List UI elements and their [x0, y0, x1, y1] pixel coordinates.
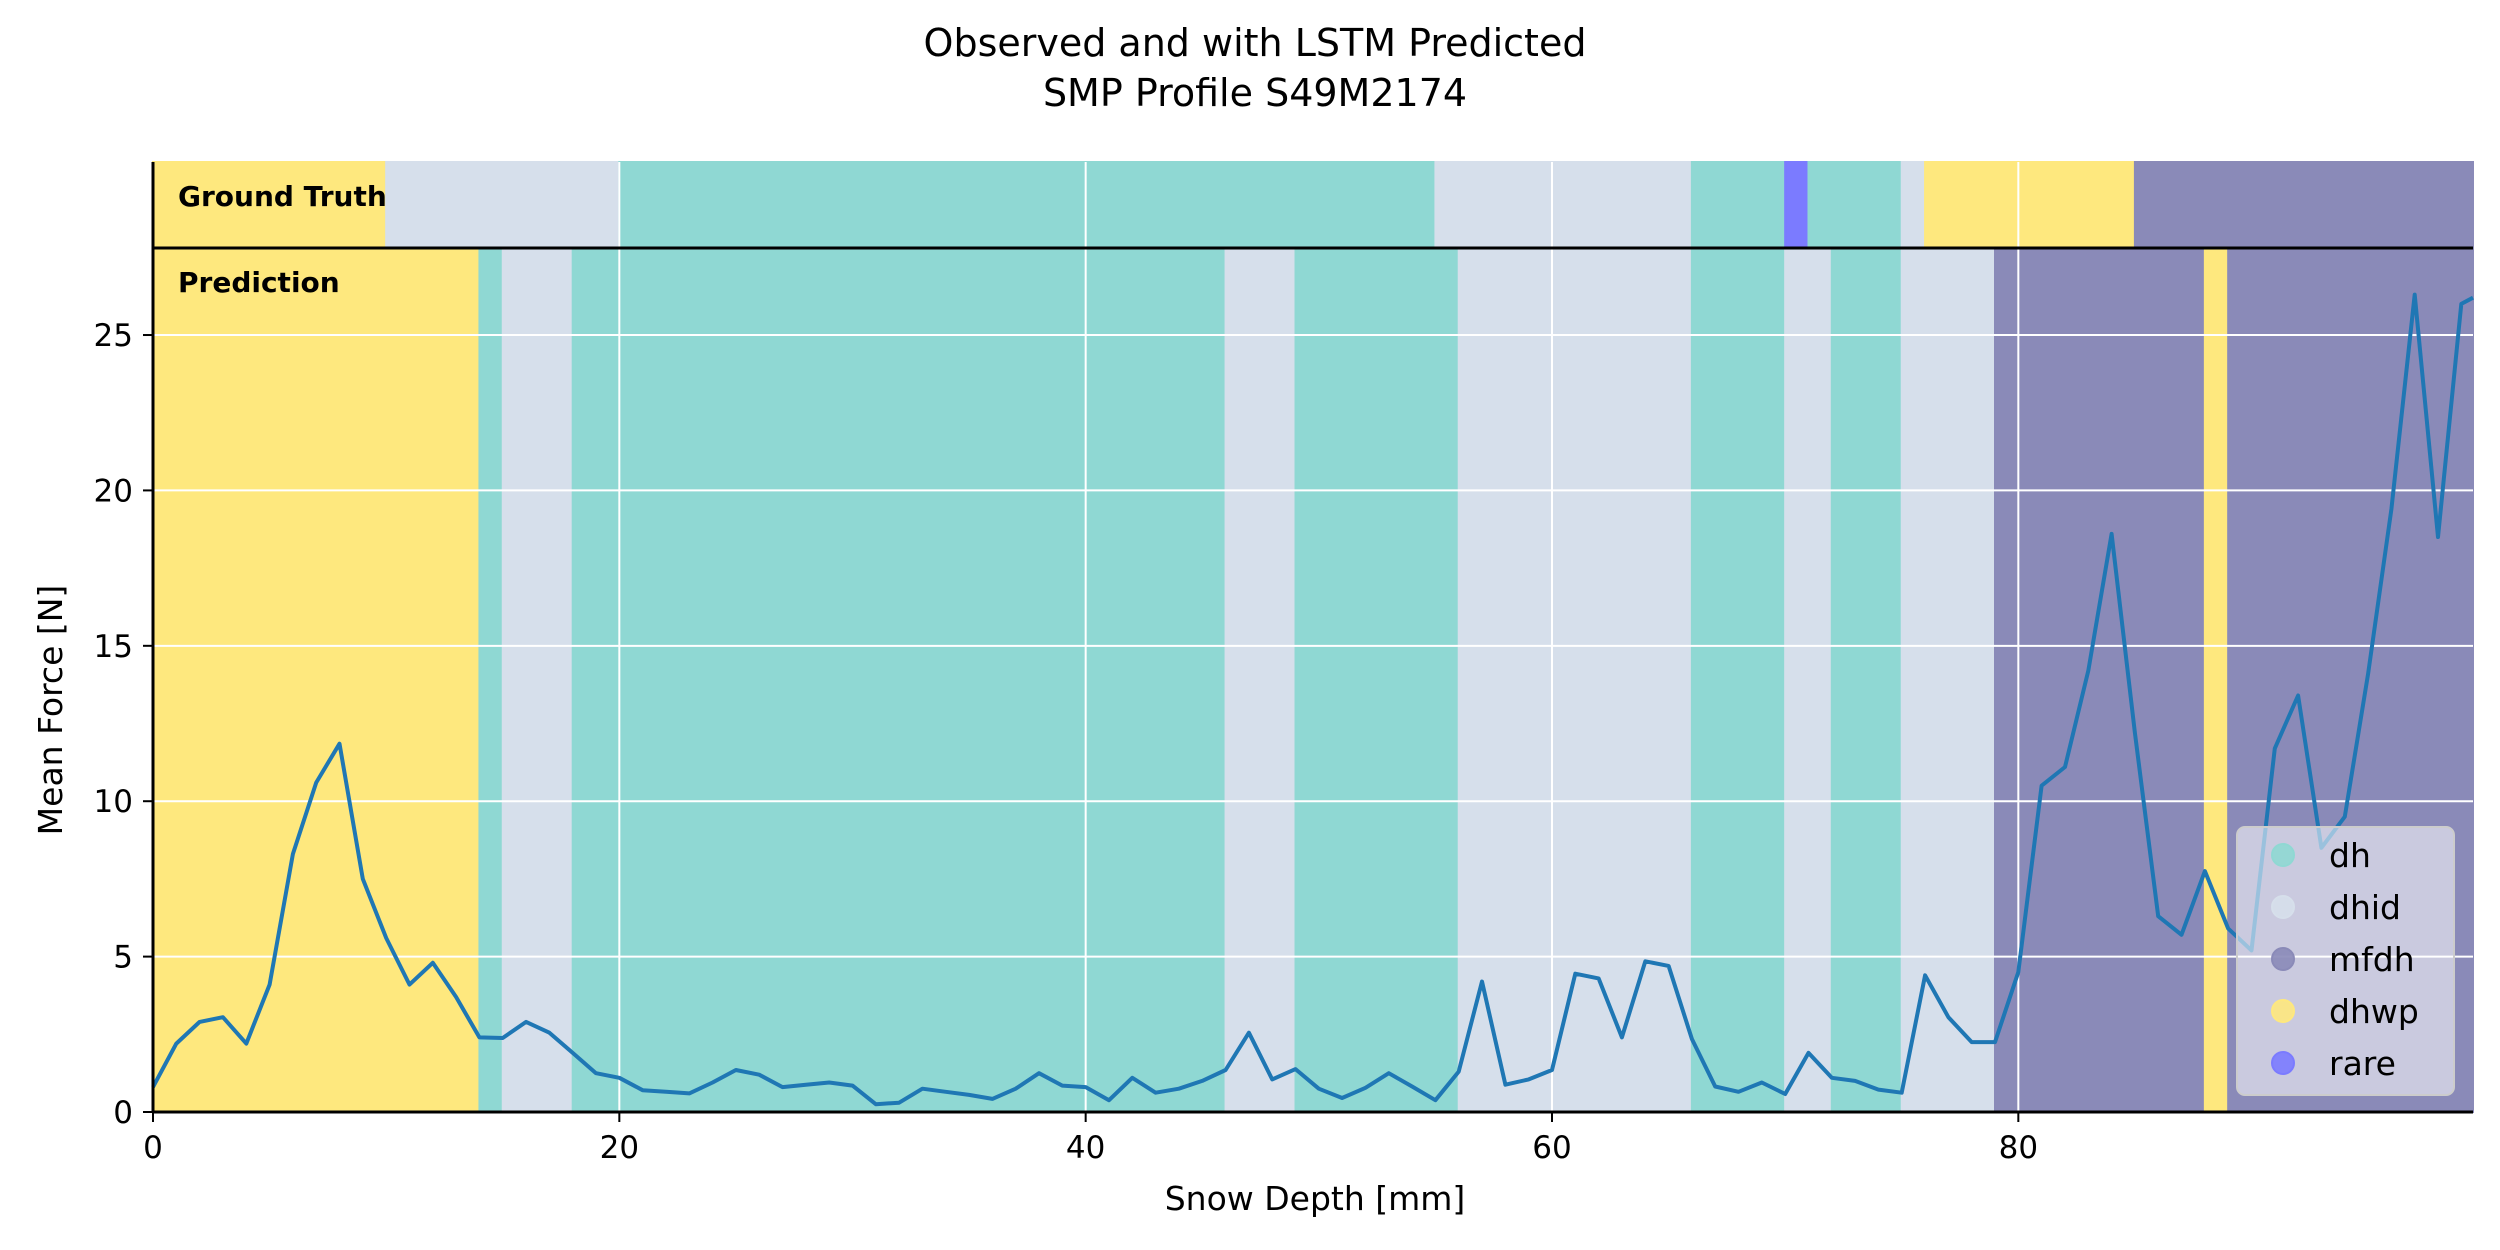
legend-marker-rare [2271, 1051, 2295, 1075]
legend-marker-dhwp [2271, 999, 2295, 1023]
prediction-segment-dhid [1224, 247, 1297, 1113]
y-tick-label: 10 [94, 784, 133, 820]
prediction-segment-dhid [1784, 247, 1833, 1113]
y-axis-label: Mean Force [N] [31, 585, 70, 836]
legend-label-dh: dh [2329, 836, 2371, 875]
legend-label-rare: rare [2329, 1044, 2396, 1083]
legend-frame [2236, 826, 2455, 1096]
x-tick-label: 40 [1066, 1130, 1105, 1166]
ticks: 0 20 40 60 80 0 5 10 15 20 25 [94, 318, 2039, 1166]
x-tick-label: 0 [143, 1130, 163, 1166]
x-tick-label: 20 [600, 1130, 639, 1166]
y-tick-label: 0 [113, 1095, 133, 1131]
legend-label-mfdh: mfdh [2329, 940, 2415, 979]
ground-truth-segment-dhid [1900, 161, 1927, 249]
ground-truth-segment-dhwp [1924, 161, 2136, 249]
x-tick-label: 60 [1532, 1130, 1571, 1166]
legend-marker-mfdh [2271, 947, 2295, 971]
prediction-segment-dh [478, 247, 504, 1113]
mean-force-line [151, 292, 2474, 1107]
prediction-segment-dh [1690, 247, 1787, 1113]
ground-truth-segment-dh [1807, 161, 1903, 249]
prediction-segment-dhwp [2203, 247, 2230, 1113]
prediction-segment-mfdh [1994, 247, 2206, 1113]
x-axis-label: Snow Depth [mm] [1165, 1179, 1466, 1218]
prediction-segment-dhwp [152, 247, 481, 1113]
legend-label-dhid: dhid [2329, 888, 2401, 927]
ground-truth-segment-dh [1690, 161, 1787, 249]
y-tick-label: 15 [94, 629, 133, 665]
ground-truth-segment-rare [1784, 161, 1810, 249]
legend: dh dhid mfdh dhwp rare [2236, 826, 2455, 1096]
axes [151, 162, 2473, 1114]
prediction-segment-dhid [1900, 247, 1997, 1113]
y-tick-label: 20 [94, 473, 133, 509]
ground-truth-strip [152, 161, 2475, 249]
legend-label-dhwp: dhwp [2329, 992, 2419, 1031]
ground-truth-segment-dhid [385, 161, 621, 249]
prediction-segment-dh [1830, 247, 1903, 1113]
prediction-segment-dh [571, 247, 1227, 1113]
chart-title-line-2: SMP Profile S49M2174 [1043, 71, 1467, 115]
y-tick-label: 25 [94, 318, 133, 354]
ground-truth-label: Ground Truth [178, 180, 387, 213]
ground-truth-segment-dh [618, 161, 1437, 249]
prediction-segment-dhid [1457, 247, 1693, 1113]
legend-marker-dhid [2271, 895, 2295, 919]
prediction-label: Prediction [178, 266, 340, 299]
mean-force-series [151, 292, 2474, 1107]
ground-truth-segment-dhwp [152, 161, 388, 249]
prediction-bands [152, 247, 2474, 1113]
x-tick-label: 80 [1999, 1130, 2038, 1166]
legend-marker-dh [2271, 843, 2295, 867]
chart-title-line-1: Observed and with LSTM Predicted [924, 21, 1587, 65]
ground-truth-segment-mfdh [2133, 161, 2475, 249]
y-tick-label: 5 [113, 940, 133, 976]
prediction-segment-dhid [501, 247, 574, 1113]
ground-truth-segment-dhid [1434, 161, 1693, 249]
prediction-segment-dh [1294, 247, 1460, 1113]
